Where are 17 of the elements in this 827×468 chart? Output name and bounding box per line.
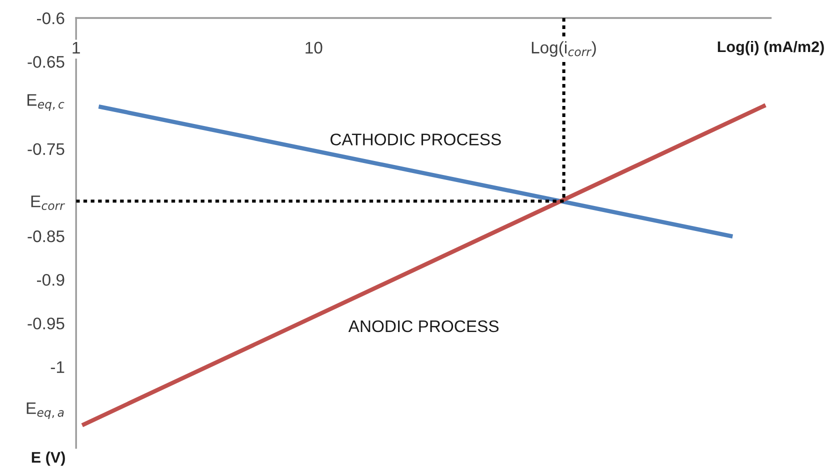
x-axis-title: Log(i) (mA/m2) <box>718 40 824 56</box>
x-tick-label: 1 <box>72 42 80 54</box>
y-tick-label: E$_{eq,c}$ <box>28 94 64 111</box>
y-tick-label: -0.75 <box>28 143 64 156</box>
series-label: ANODIC PROCESS <box>348 320 499 332</box>
y-tick-label: -0.85 <box>28 230 64 242</box>
y-tick-label: -0.95 <box>28 318 64 330</box>
y-tick-label: -1 <box>50 361 64 373</box>
y-tick-label: E$_{eq,a}$ <box>26 402 64 420</box>
y-tick-label: E$_{corr}$ <box>31 196 65 210</box>
x-tick-label: 10 <box>306 42 322 54</box>
y-axis-title: E (V) <box>32 452 65 466</box>
series-label: CATHODIC PROCESS <box>330 134 501 146</box>
y-tick-label: -0.65 <box>28 56 64 68</box>
x-tick-label: Log(i$_{corr}$) <box>532 41 596 57</box>
y-tick-label: -0.9 <box>36 274 64 286</box>
y-tick-label: -0.6 <box>36 12 64 24</box>
